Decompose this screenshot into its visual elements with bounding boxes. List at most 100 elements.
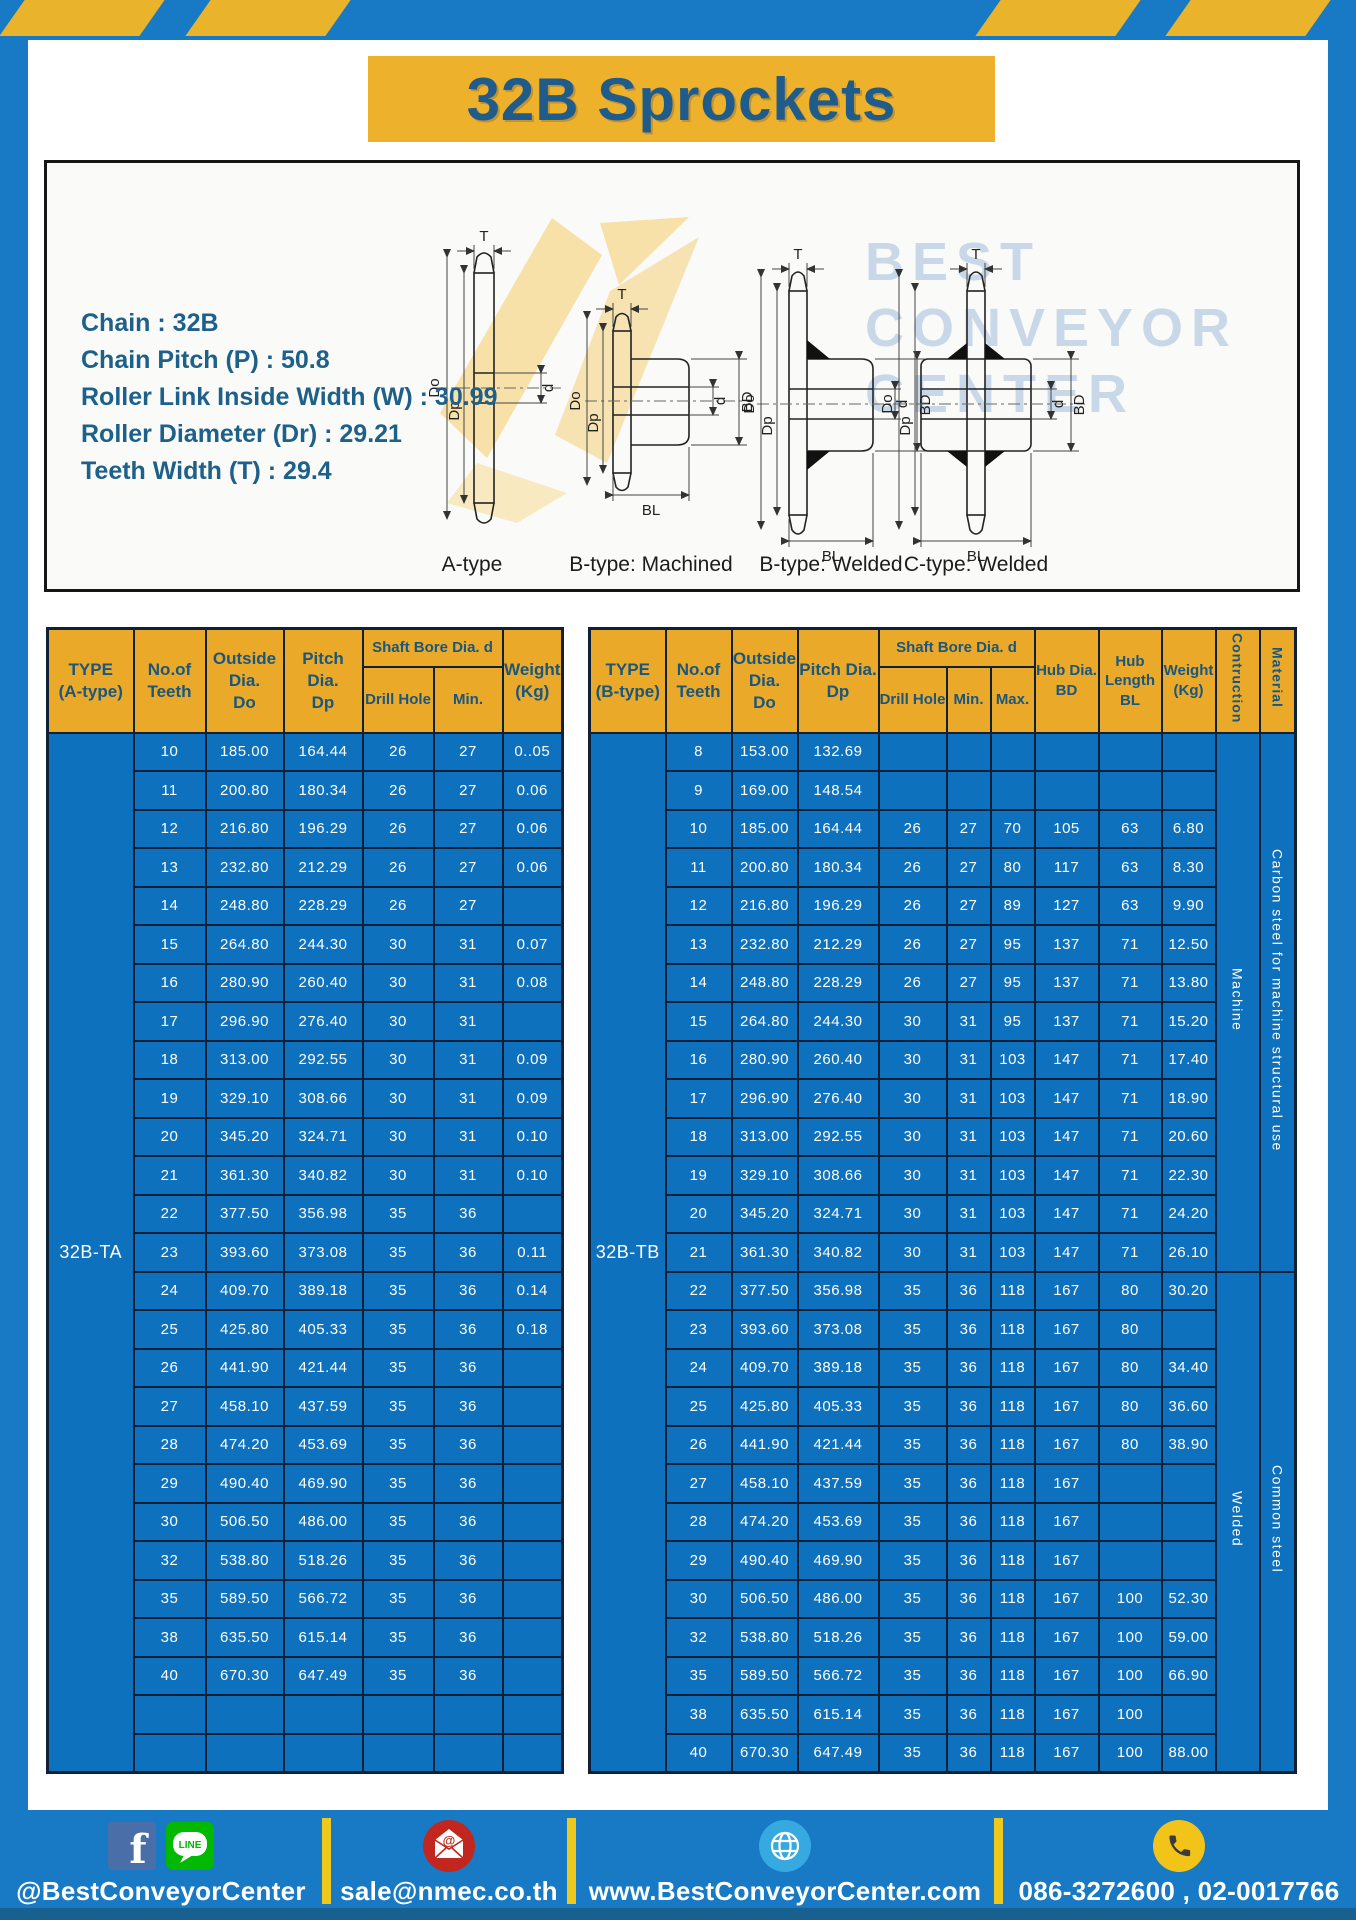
table-cell: 31 <box>945 1193 992 1234</box>
table-cell: 212.29 <box>282 847 364 888</box>
table-cell: 21 <box>132 1155 207 1196</box>
table-cell: 63 <box>1097 885 1163 926</box>
table-cell <box>1097 1463 1163 1504</box>
table-cell: 89 <box>989 885 1036 926</box>
page-title-banner: 32B Sprockets <box>368 56 995 142</box>
website-url[interactable]: www.BestConveyorCenter.com <box>588 1876 982 1906</box>
table-cell <box>989 731 1036 772</box>
table-cell: 329.10 <box>204 1078 285 1119</box>
table-cell: 16 <box>132 962 207 1003</box>
table-cell: 453.69 <box>796 1501 880 1542</box>
table-cell <box>1160 1463 1217 1504</box>
table-row: 12 216.80 196.29 26 27 89 127 63 9.90 <box>590 885 1296 926</box>
table-row: 15 264.80 244.30 30 31 95 137 71 15.20 <box>590 1001 1296 1042</box>
construction-cell: Machine <box>1214 731 1261 1273</box>
table-cell: 36 <box>945 1309 992 1350</box>
table-cell: 70 <box>989 808 1036 849</box>
table-cell: 30 <box>361 924 435 965</box>
table-cell: 30 <box>132 1501 207 1542</box>
table-cell: 36 <box>432 1232 504 1273</box>
table-cell <box>501 1540 564 1581</box>
table-cell: 118 <box>989 1732 1036 1773</box>
svg-text:T: T <box>971 246 980 263</box>
table-cell: 80 <box>1097 1424 1163 1465</box>
table-cell: 35 <box>877 1617 948 1658</box>
table-cell: 167 <box>1033 1501 1100 1542</box>
footer: f LINE @BestConveyorCenter @ sale@nmec.c… <box>0 1810 1356 1920</box>
table-row: 35 589.50 566.72 35 36 <box>48 1578 564 1619</box>
table-cell: 232.80 <box>730 924 799 965</box>
table-cell: 0.08 <box>501 962 564 1003</box>
table-cell: 59.00 <box>1160 1617 1217 1658</box>
table-cell: 377.50 <box>730 1270 799 1311</box>
table-cell: 32 <box>132 1540 207 1581</box>
facebook-handle[interactable]: @BestConveyorCenter <box>16 1876 306 1906</box>
globe-icon[interactable] <box>759 1820 811 1872</box>
phone-numbers[interactable]: 086-3272600 , 02-0017766 <box>1018 1876 1340 1906</box>
table-cell: 118 <box>989 1617 1036 1658</box>
table-cell: 185.00 <box>204 731 285 772</box>
table-cell: 36.60 <box>1160 1386 1217 1427</box>
table-cell <box>501 1501 564 1542</box>
col-header-weight: Weight (Kg) <box>501 627 564 734</box>
svg-text:d: d <box>1050 400 1067 408</box>
diagram-caption: B-type: Welded <box>759 553 903 576</box>
table-cell: 34.40 <box>1160 1347 1217 1388</box>
table-cell: 100 <box>1097 1617 1163 1658</box>
chain-specs: Chain : 32B Chain Pitch (P) : 50.8 Rolle… <box>81 305 497 490</box>
table-cell: 14 <box>664 962 733 1003</box>
table-cell: 36 <box>432 1578 504 1619</box>
table-cell: 292.55 <box>282 1039 364 1080</box>
phone-icon[interactable] <box>1153 1820 1205 1872</box>
table-cell: 71 <box>1097 1232 1163 1273</box>
table-cell: 71 <box>1097 924 1163 965</box>
table-cell: 71 <box>1097 1193 1163 1234</box>
table-cell: 486.00 <box>796 1578 880 1619</box>
table-row: 10 185.00 164.44 26 27 70 105 63 6.80 <box>590 808 1296 849</box>
table-row: 13 232.80 212.29 26 27 0.06 <box>48 847 564 888</box>
table-cell: 95 <box>989 1001 1036 1042</box>
table-row: 28 474.20 453.69 35 36 <box>48 1424 564 1465</box>
table-cell: 36 <box>945 1578 992 1619</box>
email-address[interactable]: sale@nmec.co.th <box>340 1876 558 1906</box>
table-cell: 36 <box>945 1386 992 1427</box>
line-icon[interactable]: LINE <box>166 1822 214 1870</box>
material-cell: Carbon steel for machine structural use <box>1258 731 1297 1273</box>
table-cell: 80 <box>1097 1309 1163 1350</box>
table-cell: 35 <box>877 1501 948 1542</box>
table-cell <box>432 1694 504 1735</box>
table-cell: 200.80 <box>730 847 799 888</box>
table-row <box>48 1732 564 1773</box>
table-cell: 324.71 <box>282 1116 364 1157</box>
table-cell: 27 <box>432 885 504 926</box>
table-cell: 0.06 <box>501 847 564 888</box>
svg-text:Dp: Dp <box>585 413 602 432</box>
table-cell: 52.30 <box>1160 1578 1217 1619</box>
table-cell: 36 <box>945 1732 992 1773</box>
sprocket-diagrams: Do Dp T d <box>426 228 1088 565</box>
table-cell: 9 <box>664 770 733 811</box>
table-cell: 17 <box>132 1001 207 1042</box>
table-row: 17 296.90 276.40 30 31 103 147 71 18.90 <box>590 1078 1296 1119</box>
table-row: 19 329.10 308.66 30 31 103 147 71 22.30 <box>590 1155 1296 1196</box>
svg-text:T: T <box>479 228 488 245</box>
table-cell <box>1033 731 1100 772</box>
svg-text:BL: BL <box>967 548 985 565</box>
construction-cell: Welded <box>1214 1270 1261 1773</box>
col-header-shaft-bore-group: Shaft Bore Dia. d <box>877 627 1036 668</box>
table-cell: 40 <box>664 1732 733 1773</box>
col-header-max: Max. <box>989 665 1036 734</box>
b-type-machined-diagram: Do Dp T d BD BL <box>567 286 756 519</box>
table-cell: 30 <box>664 1578 733 1619</box>
col-header-pitch-dia: Pitch Dia. Dp <box>796 627 880 734</box>
table-cell: 71 <box>1097 1001 1163 1042</box>
table-cell: 95 <box>989 924 1036 965</box>
facebook-icon[interactable]: f <box>108 1822 156 1870</box>
table-b-type: TYPE (B-type) No.of Teeth Outside Dia. D… <box>588 627 1297 1774</box>
table-cell: 670.30 <box>204 1655 285 1696</box>
table-cell: 80 <box>1097 1347 1163 1388</box>
watermark-line: CONVEYOR <box>865 298 1239 358</box>
email-icon[interactable]: @ <box>423 1820 475 1872</box>
table-cell: 566.72 <box>796 1655 880 1696</box>
